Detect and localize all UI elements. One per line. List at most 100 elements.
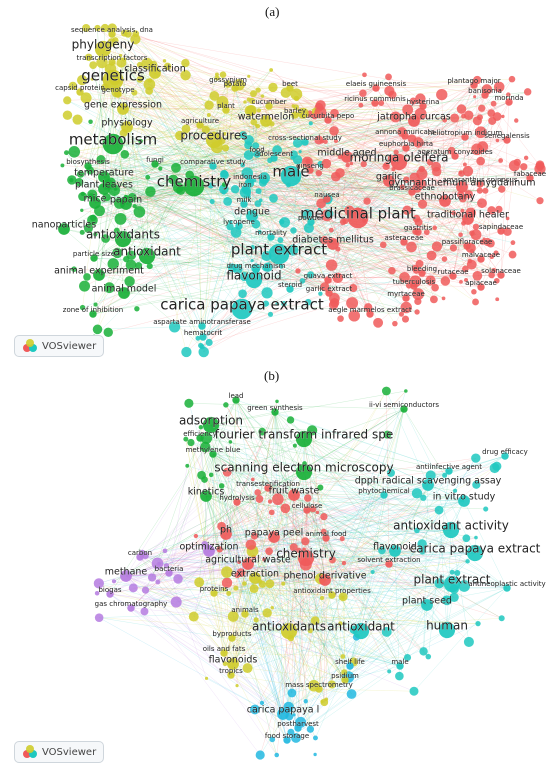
keyword-node-major (118, 287, 130, 299)
keyword-node (250, 532, 258, 540)
keyword-node (384, 161, 389, 167)
link (325, 537, 341, 624)
keyword-node (257, 229, 262, 235)
keyword-node (425, 470, 436, 481)
keyword-node (339, 536, 345, 542)
keyword-node (464, 277, 469, 283)
keyword-label: agriculture (181, 117, 219, 125)
link (190, 442, 215, 594)
link (436, 84, 475, 172)
link (210, 424, 352, 695)
link (307, 497, 362, 632)
link (159, 552, 476, 564)
keyword-node (147, 78, 153, 83)
link (262, 95, 407, 299)
link (259, 105, 270, 233)
link (418, 222, 468, 247)
keyword-node (378, 100, 385, 106)
link (297, 457, 477, 729)
link (112, 79, 209, 116)
link (204, 544, 351, 667)
link (315, 484, 429, 739)
keyword-node (348, 309, 361, 322)
keyword-node (245, 539, 257, 551)
keyword-node-major (295, 430, 313, 448)
link (285, 92, 407, 149)
keyword-node (170, 596, 182, 608)
keyword-node (200, 441, 211, 453)
link (127, 33, 405, 243)
keyword-node (270, 606, 274, 610)
keyword-label: agricultural waste (205, 555, 291, 566)
keyword-node (107, 23, 117, 33)
keyword-node (506, 92, 511, 97)
keyword-label: oils and fats (203, 645, 246, 653)
link (224, 174, 405, 243)
keyword-label: particle size (73, 250, 115, 258)
keyword-node (498, 158, 504, 163)
link (168, 471, 305, 574)
link (212, 453, 456, 492)
link (231, 583, 271, 639)
link (231, 637, 323, 702)
keyword-node (508, 75, 516, 83)
keyword-label: apiaceae (465, 279, 497, 287)
keyword-node-major (58, 223, 70, 235)
link (154, 72, 233, 268)
keyword-node (217, 521, 226, 531)
link (212, 165, 328, 200)
keyword-node (487, 206, 496, 215)
keyword-label: flavonoid (373, 542, 417, 553)
link (423, 604, 428, 652)
keyword-node (489, 254, 495, 260)
link (340, 623, 351, 667)
keyword-node (184, 398, 194, 408)
keyword-node (301, 208, 313, 220)
keyword-node-major (202, 416, 220, 434)
link (139, 556, 293, 694)
keyword-node (307, 271, 315, 279)
keyword-node (340, 654, 346, 659)
keyword-node (198, 342, 204, 349)
link (259, 494, 385, 582)
keyword-label: methane (105, 567, 148, 578)
keyword-node (386, 468, 395, 477)
link (199, 124, 359, 219)
link (267, 455, 506, 614)
link (114, 189, 280, 255)
keyword-label: adolescent (255, 150, 294, 158)
keyword-node (411, 488, 423, 499)
keyword-node-major (228, 634, 236, 642)
link (271, 512, 351, 667)
panel-a-label: (a) (265, 4, 280, 19)
link (423, 484, 429, 652)
link (244, 604, 428, 615)
keyword-node (442, 595, 452, 606)
keyword-node (242, 663, 253, 674)
link (168, 544, 205, 574)
link (418, 186, 463, 223)
keyword-node (275, 302, 280, 306)
keyword-label: sapindaceae (479, 223, 523, 231)
link (294, 445, 508, 589)
keyword-node (290, 227, 297, 234)
link (230, 479, 254, 676)
link (386, 631, 401, 667)
link (295, 537, 327, 738)
keyword-node (471, 453, 481, 463)
link (111, 61, 364, 165)
keyword-node (431, 241, 443, 252)
link (274, 411, 450, 472)
link (327, 279, 369, 308)
keyword-node (230, 185, 240, 194)
link (195, 535, 333, 596)
keyword-node (474, 126, 487, 139)
keyword-node-major (89, 310, 97, 318)
keyword-node (136, 76, 144, 83)
keyword-label: senegalensis (484, 132, 530, 140)
keyword-label: tuberculosis (393, 278, 436, 286)
link (185, 75, 469, 220)
keyword-node (221, 182, 227, 187)
keyword-label: beet (282, 80, 298, 88)
